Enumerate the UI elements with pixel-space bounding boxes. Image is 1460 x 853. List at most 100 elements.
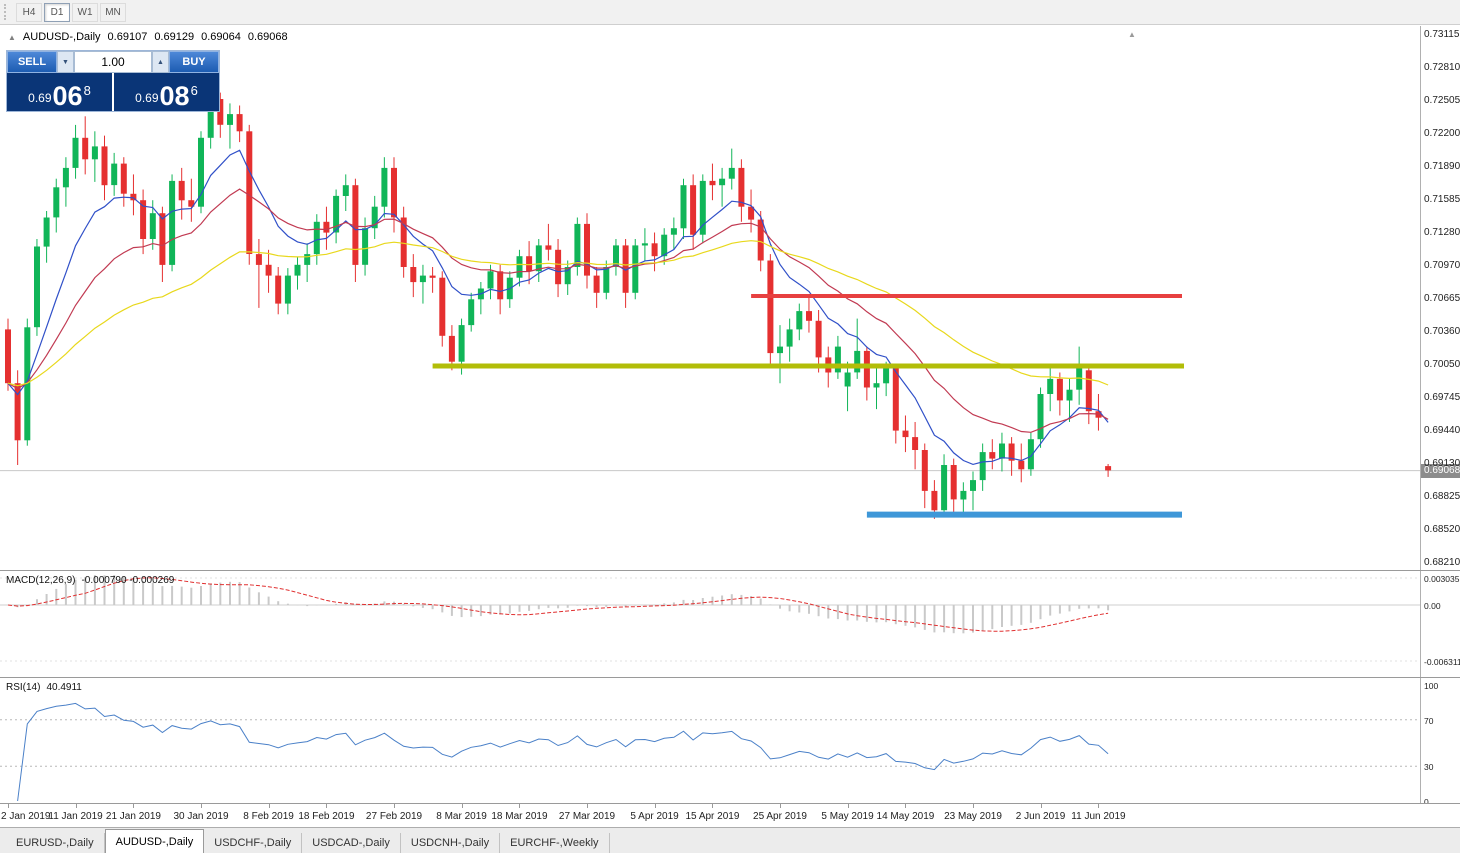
macd-scale-label: -0.006311 — [1424, 657, 1460, 667]
price-chart-canvas[interactable] — [0, 26, 1420, 570]
tab-usdcad-daily[interactable]: USDCAD-,Daily — [302, 833, 401, 853]
tab-audusd-daily[interactable]: AUDUSD-,Daily — [104, 829, 205, 853]
price-scale-label: 0.69745 — [1424, 392, 1460, 403]
time-axis-label: 2 Jan 2019 — [1, 811, 51, 822]
time-axis-label: 11 Jan 2019 — [48, 811, 103, 822]
sell-button[interactable]: SELL — [7, 51, 57, 73]
time-axis[interactable]: 2 Jan 2019 11 Jan 2019 21 Jan 2019 30 Jan 2… — [0, 803, 1460, 827]
time-axis-label: 27 Mar 2019 — [558, 811, 616, 822]
time-axis-label: 18 Mar 2019 — [491, 811, 548, 822]
time-axis-tick — [75, 804, 77, 808]
price-scale-label: 0.71890 — [1424, 161, 1460, 172]
rsi-scale: 100 70 30 0 — [1420, 678, 1460, 807]
rsi-scale-label: 100 — [1424, 681, 1439, 691]
rsi-scale-label: 30 — [1424, 762, 1434, 773]
time-axis-tick — [847, 804, 849, 808]
ask-pip-digit: 6 — [190, 83, 198, 98]
tf-button-w1[interactable]: W1 — [72, 2, 98, 22]
time-axis-tick — [268, 804, 270, 808]
price-scale[interactable]: 0.69068 0.73115 0.72810 0.72505 0.72200 0.71… — [1420, 26, 1460, 570]
time-axis-label: 2 Jun 2019 — [1015, 811, 1066, 822]
time-axis-tick — [519, 804, 521, 808]
price-scale-label: 0.68825 — [1424, 491, 1460, 502]
time-axis-label: 15 Apr 2019 — [685, 811, 740, 822]
macd-scale: 0.003035 0.00 -0.006311 — [1420, 571, 1460, 677]
ohlc-low: 0.69064 — [201, 31, 241, 43]
price-scale-label: 0.71585 — [1424, 194, 1460, 205]
macd-canvas[interactable] — [0, 571, 1420, 677]
price-chart-pane[interactable]: ▲ AUDUSD-,Daily 0.69107 0.69129 0.69064 … — [0, 26, 1460, 570]
time-axis-label: 8 Feb 2019 — [243, 811, 294, 822]
tf-button-h4[interactable]: H4 — [16, 2, 42, 22]
time-axis-label: 14 May 2019 — [876, 811, 935, 822]
time-axis-label: 25 Apr 2019 — [753, 811, 807, 822]
rsi-pane[interactable]: RSI(14) 40.4911 100 70 30 0 — [0, 677, 1460, 807]
bid-pip-digit: 8 — [83, 83, 91, 98]
ohlc-close: 0.69068 — [247, 31, 288, 43]
time-axis-label: 5 May 2019 — [821, 811, 874, 822]
macd-scale-label: 0.00 — [1424, 601, 1441, 611]
tab-usdchf-daily[interactable]: USDCHF-,Daily — [204, 833, 303, 853]
lot-increase-button[interactable]: ▲ — [152, 51, 169, 73]
rsi-label-row: RSI(14) 40.4911 — [6, 682, 82, 693]
time-axis-tick — [712, 804, 714, 808]
time-axis-tick — [587, 804, 588, 808]
price-scale-label: 0.73115 — [1424, 29, 1460, 40]
timeframe-toolbar: H4 D1 W1 MN — [0, 0, 1460, 25]
time-axis-tick — [973, 804, 974, 808]
tab-usdcnh-daily[interactable]: USDCNH-,Daily — [401, 833, 501, 853]
price-scale-label: 0.70665 — [1424, 293, 1460, 304]
price-scale-label: 0.68210 — [1424, 557, 1460, 568]
time-axis-tick — [201, 804, 202, 808]
price-scale-label: 0.72810 — [1424, 62, 1460, 73]
tf-button-d1[interactable]: D1 — [44, 2, 70, 22]
ask-price[interactable]: 0.69 08 6 — [114, 73, 219, 111]
time-axis-label: 30 Jan 2019 — [173, 811, 229, 822]
price-scale-label: 0.70970 — [1424, 260, 1460, 271]
timeframe-buttons: H4 D1 W1 MN — [16, 2, 126, 22]
price-scale-label: 0.70360 — [1424, 326, 1460, 337]
macd-values: -0.000790 -0.000269 — [81, 575, 175, 586]
current-price-badge: 0.69068 — [1421, 463, 1460, 478]
price-scale-label: 0.70050 — [1424, 359, 1460, 370]
toolbar-grip-icon — [4, 4, 10, 20]
time-axis-tick — [394, 804, 395, 808]
time-axis-tick — [1040, 804, 1042, 808]
price-scale-label: 0.69130 — [1424, 458, 1460, 469]
chart-symbol-label: AUDUSD-,Daily — [22, 31, 101, 43]
time-axis-label: 23 May 2019 — [944, 811, 1002, 822]
bid-big-digits: 06 — [52, 81, 83, 111]
one-click-trading-panel: SELL ▼ ▲ BUY 0.69 06 8 0.69 08 6 — [6, 50, 220, 112]
price-scale-label: 0.72505 — [1424, 95, 1460, 106]
time-axis-tick — [326, 804, 328, 808]
time-axis-tick — [654, 804, 656, 808]
rsi-value: 40.4911 — [46, 682, 82, 693]
lot-size-input[interactable] — [74, 51, 152, 73]
time-axis-label: 21 Jan 2019 — [105, 811, 161, 822]
lot-decrease-button[interactable]: ▼ — [57, 51, 74, 73]
time-axis-label: 18 Feb 2019 — [298, 811, 355, 822]
rsi-scale-label: 70 — [1424, 715, 1434, 726]
ohlc-open: 0.69107 — [107, 31, 148, 43]
macd-label: MACD(12,26,9) — [6, 575, 76, 586]
buy-button[interactable]: BUY — [169, 51, 219, 73]
tab-eurchf-weekly[interactable]: EURCHF-,Weekly — [500, 833, 610, 853]
bid-price[interactable]: 0.69 06 8 — [7, 73, 114, 111]
price-scale-label: 0.72200 — [1424, 128, 1460, 139]
price-scale-label: 0.68520 — [1424, 524, 1460, 535]
price-scale-label: 0.71280 — [1424, 227, 1460, 238]
ask-big-digits: 08 — [159, 81, 190, 111]
time-axis-label: 11 Jun 2019 — [1071, 811, 1126, 822]
rsi-label: RSI(14) — [6, 682, 41, 693]
bid-prefix: 0.69 — [28, 91, 52, 105]
tab-eurusd-daily[interactable]: EURUSD-,Daily — [6, 833, 105, 853]
time-axis-tick — [780, 804, 781, 808]
ask-prefix: 0.69 — [135, 91, 159, 105]
rsi-canvas[interactable] — [0, 678, 1420, 803]
macd-pane[interactable]: MACD(12,26,9) -0.000790 -0.000269 0.0030… — [0, 570, 1460, 677]
tf-button-mn[interactable]: MN — [100, 2, 126, 22]
one-click-toggle-icon[interactable]: ▲ — [8, 32, 16, 42]
chart-scroll-marker-icon[interactable]: ▲ — [1128, 30, 1136, 39]
time-axis-tick — [905, 804, 907, 808]
rsi-scale-label: 0 — [1424, 797, 1429, 807]
